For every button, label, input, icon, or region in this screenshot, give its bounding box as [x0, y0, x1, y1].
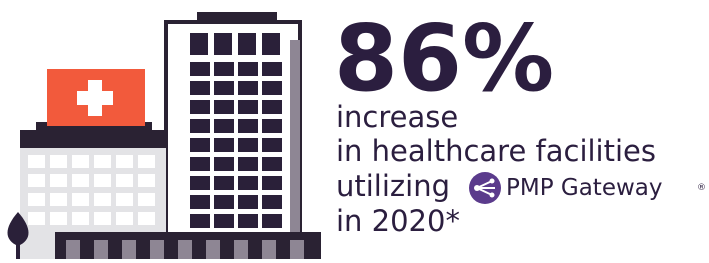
window	[178, 240, 192, 259]
window	[50, 155, 67, 168]
window	[116, 174, 133, 187]
window	[238, 119, 258, 133]
window	[190, 62, 210, 76]
window	[190, 81, 210, 95]
window	[262, 214, 282, 228]
window	[190, 214, 210, 228]
window	[238, 81, 258, 95]
window	[190, 100, 210, 114]
window	[94, 155, 111, 168]
window	[262, 138, 282, 152]
window	[28, 155, 45, 168]
window	[262, 119, 282, 133]
window	[72, 155, 89, 168]
text-line: increase	[336, 100, 458, 134]
building-illustration	[8, 12, 322, 259]
brand-name: PMP Gateway	[506, 175, 663, 201]
window	[262, 62, 282, 76]
window	[116, 193, 133, 206]
window	[214, 195, 234, 209]
window	[214, 176, 234, 190]
window	[238, 100, 258, 114]
window	[214, 81, 234, 95]
window	[28, 174, 45, 187]
window	[28, 193, 45, 206]
window	[238, 214, 258, 228]
window	[190, 195, 210, 209]
window	[238, 157, 258, 171]
window	[94, 193, 111, 206]
window	[214, 100, 234, 114]
window	[262, 81, 282, 95]
window	[234, 240, 248, 259]
window	[190, 176, 210, 190]
brand-mark: ®	[697, 183, 706, 193]
window	[138, 174, 155, 187]
infographic: 86% increase in healthcare facilities ut…	[0, 0, 709, 259]
window	[190, 157, 210, 171]
window	[214, 214, 234, 228]
window	[138, 155, 155, 168]
text-line: in healthcare facilities	[336, 134, 656, 168]
window	[72, 193, 89, 206]
headline: 86%	[334, 5, 554, 112]
window	[206, 240, 220, 259]
window	[238, 176, 258, 190]
window	[72, 174, 89, 187]
brand-logo	[469, 172, 501, 204]
window	[238, 62, 258, 76]
window	[190, 119, 210, 133]
window	[238, 195, 258, 209]
window	[262, 240, 276, 259]
window	[72, 212, 89, 225]
window	[28, 212, 45, 225]
window	[94, 174, 111, 187]
window	[238, 138, 258, 152]
window	[50, 193, 67, 206]
window	[138, 193, 155, 206]
window	[214, 119, 234, 133]
window	[262, 176, 282, 190]
window	[190, 138, 210, 152]
window	[94, 240, 108, 259]
window	[214, 62, 234, 76]
text-line: in 2020*	[336, 204, 460, 238]
text-line: utilizing	[336, 169, 450, 203]
window	[122, 240, 136, 259]
window	[214, 138, 234, 152]
window	[262, 195, 282, 209]
window	[138, 212, 155, 225]
window	[66, 240, 80, 259]
window	[214, 157, 234, 171]
window	[116, 212, 133, 225]
window	[262, 157, 282, 171]
window	[50, 174, 67, 187]
window	[50, 212, 67, 225]
window	[150, 240, 164, 259]
window	[94, 212, 111, 225]
window	[116, 155, 133, 168]
window	[290, 240, 304, 259]
window	[262, 100, 282, 114]
